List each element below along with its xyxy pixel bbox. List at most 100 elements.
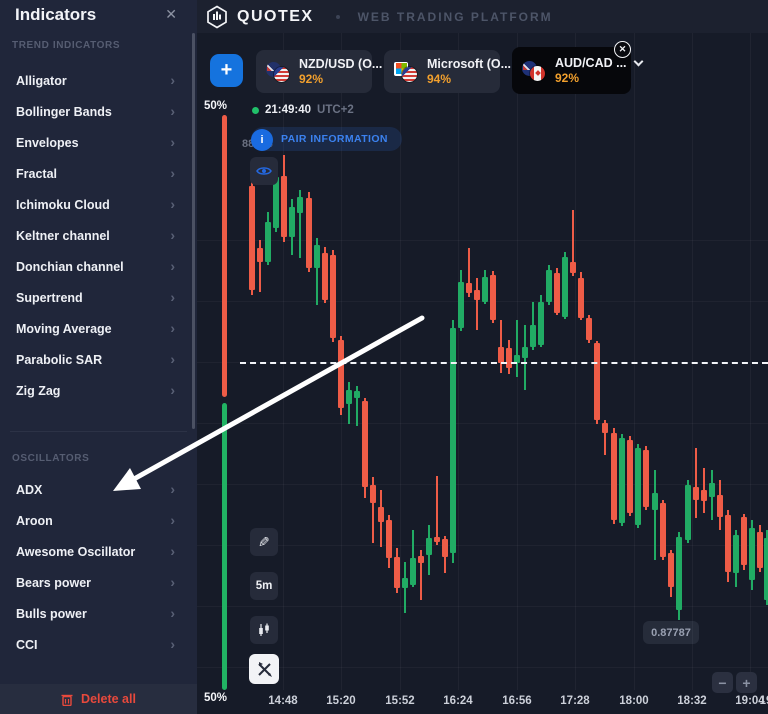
candle-body (482, 277, 488, 302)
sidebar-item-donchian-channel[interactable]: Donchian channel › (0, 252, 197, 283)
candle-body (643, 450, 649, 507)
candle-body (273, 177, 279, 228)
delete-all-button[interactable]: Delete all (0, 684, 197, 714)
candle-body (685, 485, 691, 540)
sidebar-item-supertrend[interactable]: Supertrend › (0, 283, 197, 314)
panel-title: Indicators (15, 5, 97, 24)
scrollbar[interactable] (192, 33, 195, 429)
candle-body (402, 578, 408, 588)
candle-body (450, 328, 456, 553)
sidebar-item-label: ADX (16, 483, 43, 497)
time-tick-label: 14:48 (268, 695, 298, 707)
candle-body (346, 390, 352, 404)
candle-body (466, 283, 472, 293)
candle-body (668, 553, 674, 587)
sidebar-item-adx[interactable]: ADX › (0, 475, 197, 506)
time-tick-label: 19 (759, 695, 768, 707)
grid-line (575, 33, 576, 690)
candle-body (562, 257, 568, 317)
candle-body (370, 485, 376, 503)
close-tab-button[interactable]: ✕ (614, 41, 631, 58)
candle-body (458, 282, 464, 328)
candle-body (586, 318, 592, 340)
candle-body (570, 262, 576, 273)
sidebar-item-alligator[interactable]: Alligator › (0, 66, 197, 97)
add-asset-button[interactable]: + (210, 54, 243, 87)
sidebar-item-awesome-oscillator[interactable]: Awesome Oscillator › (0, 537, 197, 568)
sidebar-item-moving-average[interactable]: Moving Average › (0, 314, 197, 345)
draw-tool-button[interactable]: ✎ (250, 528, 278, 556)
sidebar-item-label: Keltner channel (16, 229, 110, 243)
chevron-right-icon: › (170, 351, 175, 367)
asset-tab-microsoft[interactable]: Microsoft (O... 94% (384, 50, 511, 93)
candle-body (354, 391, 360, 398)
sidebar-item-bears-power[interactable]: Bears power › (0, 568, 197, 599)
sidebar-item-fractal[interactable]: Fractal › (0, 159, 197, 190)
candle-body (257, 248, 263, 262)
candle-body (314, 245, 320, 268)
candle-body (394, 557, 400, 588)
chevron-right-icon: › (170, 134, 175, 150)
sidebar-item-aroon[interactable]: Aroon › (0, 506, 197, 537)
candle-wick (516, 320, 518, 377)
grid-line (197, 606, 768, 607)
chevron-right-icon: › (170, 512, 175, 528)
sidebar-item-parabolic-sar[interactable]: Parabolic SAR › (0, 345, 197, 376)
sidebar-item-label: Aroon (16, 514, 53, 528)
sidebar-item-envelopes[interactable]: Envelopes › (0, 128, 197, 159)
zoom-out-button[interactable]: − (712, 672, 733, 693)
close-panel-icon[interactable]: ✕ (165, 6, 177, 22)
asset-tab-nzdusd[interactable]: NZD/USD (O... 92% (256, 50, 382, 93)
microsoft-us-flags-icon (394, 61, 418, 83)
zoom-in-button[interactable]: + (736, 672, 757, 693)
sidebar-item-bulls-power[interactable]: Bulls power › (0, 599, 197, 630)
timeframe-button[interactable]: 5m (250, 572, 278, 600)
candle-body (693, 487, 699, 500)
sidebar-item-label: Supertrend (16, 291, 83, 305)
section-divider (10, 431, 187, 432)
candle-body (434, 537, 440, 542)
grid-line (634, 33, 635, 690)
pair-information-button[interactable]: i PAIR INFORMATION (251, 127, 402, 151)
candle-body (490, 275, 496, 320)
sidebar-item-keltner-channel[interactable]: Keltner channel › (0, 221, 197, 252)
grid-line (197, 545, 768, 546)
sidebar-item-zig-zag[interactable]: Zig Zag › (0, 376, 197, 407)
crosshair-tool-button[interactable] (249, 654, 279, 684)
clock-timezone: UTC+2 (317, 104, 354, 116)
section-oscillators: OSCILLATORS (12, 453, 90, 464)
chevron-right-icon: › (170, 196, 175, 212)
candle-body (652, 493, 658, 510)
visibility-toggle-button[interactable] (250, 157, 278, 185)
grid-line (750, 33, 751, 690)
chart-type-button[interactable] (250, 616, 278, 644)
sidebar-item-cci[interactable]: CCI › (0, 630, 197, 661)
candlestick-icon (259, 623, 269, 636)
chevron-right-icon: › (170, 227, 175, 243)
sidebar-item-ichimoku-cloud[interactable]: Ichimoku Cloud › (0, 190, 197, 221)
chevron-right-icon: › (170, 481, 175, 497)
sentiment-bar-buy (222, 403, 227, 690)
candle-body (474, 290, 480, 300)
sidebar-item-label: Moving Average (16, 322, 112, 336)
quotex-logo-icon (207, 5, 227, 28)
aud-cad-flags-icon (522, 60, 546, 82)
chevron-right-icon: › (170, 258, 175, 274)
connection-status-dot (252, 106, 259, 114)
grid-line (458, 33, 459, 690)
tab-payout-percent: 92% (299, 72, 324, 86)
sentiment-top-percent: 50% (204, 100, 228, 112)
candle-body (660, 503, 666, 557)
time-axis: 14:48 15:20 15:52 16:24 16:56 17:28 18:00 18:32… (197, 690, 768, 714)
candle-body (530, 325, 536, 347)
candle-body (733, 535, 739, 573)
sidebar-item-bollinger-bands[interactable]: Bollinger Bands › (0, 97, 197, 128)
asset-tab-audcad-active[interactable]: AUD/CAD ... 92% (512, 47, 643, 94)
chevron-right-icon: › (170, 382, 175, 398)
candle-body (619, 438, 625, 523)
chevron-right-icon: › (170, 165, 175, 181)
sidebar-item-label: Zig Zag (16, 384, 61, 398)
chevron-right-icon: › (170, 72, 175, 88)
time-tick-label: 16:24 (443, 695, 473, 707)
server-clock: 21:49:40 UTC+2 (252, 104, 354, 116)
